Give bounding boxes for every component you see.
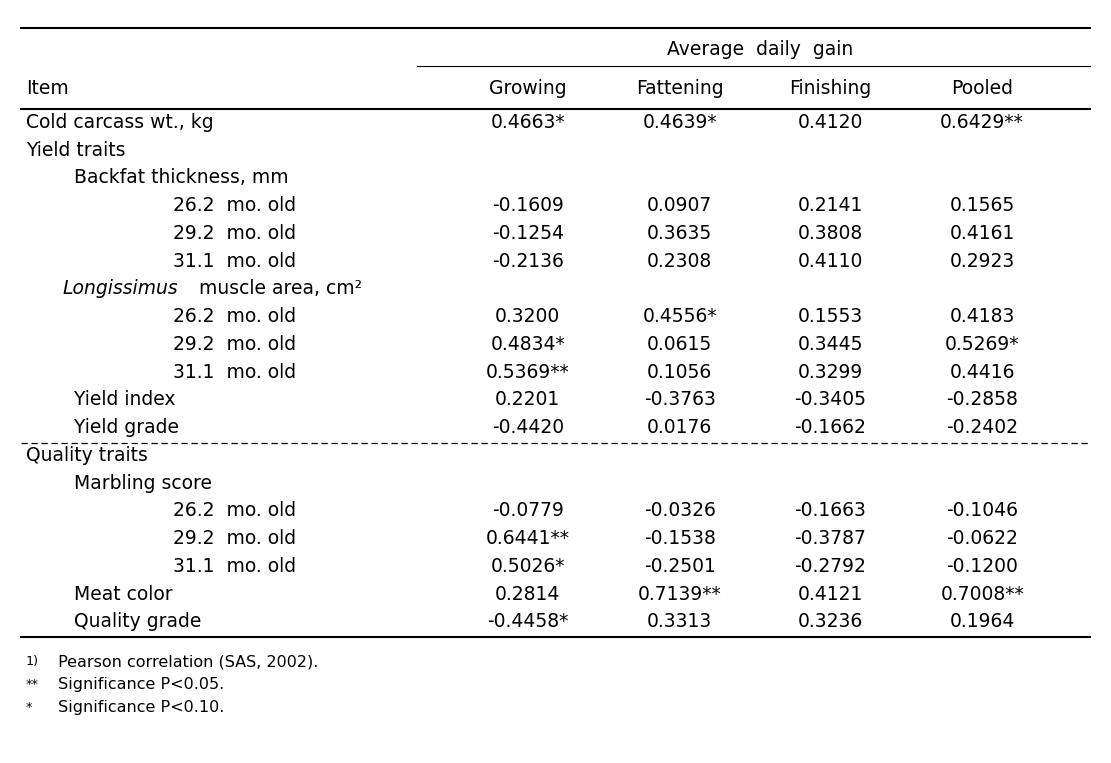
Text: -0.3787: -0.3787 <box>794 530 867 548</box>
Text: 29.2  mo. old: 29.2 mo. old <box>173 224 297 243</box>
Text: -0.0326: -0.0326 <box>643 501 715 520</box>
Text: 31.1  mo. old: 31.1 mo. old <box>173 362 297 382</box>
Text: *: * <box>26 700 32 713</box>
Text: 0.4556*: 0.4556* <box>642 307 717 327</box>
Text: 31.1  mo. old: 31.1 mo. old <box>173 252 297 271</box>
Text: 0.4110: 0.4110 <box>798 252 863 271</box>
Text: -0.1254: -0.1254 <box>492 224 563 243</box>
Text: Backfat thickness, mm: Backfat thickness, mm <box>62 169 289 188</box>
Text: 0.4161: 0.4161 <box>950 224 1014 243</box>
Text: Item: Item <box>26 79 69 98</box>
Text: -0.1046: -0.1046 <box>947 501 1018 520</box>
Text: 0.3445: 0.3445 <box>798 335 863 354</box>
Text: 0.7139**: 0.7139** <box>638 584 721 604</box>
Text: 26.2  mo. old: 26.2 mo. old <box>173 307 297 327</box>
Text: -0.2792: -0.2792 <box>794 557 867 576</box>
Text: -0.2858: -0.2858 <box>947 391 1018 410</box>
Text: Pooled: Pooled <box>951 79 1013 98</box>
Text: Marbling score: Marbling score <box>62 474 212 493</box>
Text: -0.1200: -0.1200 <box>947 557 1018 576</box>
Text: Significance P<0.10.: Significance P<0.10. <box>53 700 224 715</box>
Text: 29.2  mo. old: 29.2 mo. old <box>173 335 297 354</box>
Text: 0.1056: 0.1056 <box>647 362 712 382</box>
Text: 0.4183: 0.4183 <box>950 307 1014 327</box>
Text: 0.4121: 0.4121 <box>798 584 863 604</box>
Text: -0.3763: -0.3763 <box>643 391 715 410</box>
Text: -0.0622: -0.0622 <box>947 530 1018 548</box>
Text: 29.2  mo. old: 29.2 mo. old <box>173 530 297 548</box>
Text: 0.4834*: 0.4834* <box>490 335 565 354</box>
Text: 0.3236: 0.3236 <box>798 613 863 632</box>
Text: 0.4120: 0.4120 <box>798 113 863 132</box>
Text: -0.0779: -0.0779 <box>492 501 563 520</box>
Text: Significance P<0.05.: Significance P<0.05. <box>53 677 224 692</box>
Text: 0.4639*: 0.4639* <box>642 113 717 132</box>
Text: -0.1663: -0.1663 <box>794 501 867 520</box>
Text: Fattening: Fattening <box>635 79 723 98</box>
Text: -0.1662: -0.1662 <box>794 418 867 437</box>
Text: 0.3635: 0.3635 <box>647 224 712 243</box>
Text: 0.2308: 0.2308 <box>647 252 712 271</box>
Text: 0.5269*: 0.5269* <box>945 335 1020 354</box>
Text: -0.2501: -0.2501 <box>643 557 715 576</box>
Text: 0.6429**: 0.6429** <box>940 113 1024 132</box>
Text: Yield grade: Yield grade <box>62 418 179 437</box>
Text: Growing: Growing <box>489 79 567 98</box>
Text: -0.2136: -0.2136 <box>492 252 563 271</box>
Text: 26.2  mo. old: 26.2 mo. old <box>173 501 297 520</box>
Text: 0.0907: 0.0907 <box>647 196 712 215</box>
Text: -0.1609: -0.1609 <box>492 196 563 215</box>
Text: -0.4420: -0.4420 <box>492 418 564 437</box>
Text: 0.4663*: 0.4663* <box>490 113 565 132</box>
Text: 0.6441**: 0.6441** <box>486 530 570 548</box>
Text: 0.2814: 0.2814 <box>496 584 560 604</box>
Text: Longissimus: Longissimus <box>62 279 178 298</box>
Text: 0.1565: 0.1565 <box>950 196 1014 215</box>
Text: 0.2141: 0.2141 <box>798 196 863 215</box>
Text: 0.5369**: 0.5369** <box>486 362 570 382</box>
Text: 1): 1) <box>26 655 39 668</box>
Text: 0.1553: 0.1553 <box>798 307 863 327</box>
Text: -0.3405: -0.3405 <box>794 391 867 410</box>
Text: Average  daily  gain: Average daily gain <box>668 40 853 59</box>
Text: 0.3808: 0.3808 <box>798 224 863 243</box>
Text: -0.4458*: -0.4458* <box>487 613 569 632</box>
Text: Quality traits: Quality traits <box>26 446 148 465</box>
Text: Finishing: Finishing <box>789 79 871 98</box>
Text: 0.4416: 0.4416 <box>950 362 1015 382</box>
Text: 0.1964: 0.1964 <box>950 613 1014 632</box>
Text: 0.7008**: 0.7008** <box>940 584 1024 604</box>
Text: 0.2201: 0.2201 <box>496 391 560 410</box>
Text: 0.5026*: 0.5026* <box>491 557 565 576</box>
Text: -0.2402: -0.2402 <box>947 418 1018 437</box>
Text: Yield index: Yield index <box>62 391 176 410</box>
Text: 0.0176: 0.0176 <box>647 418 712 437</box>
Text: 31.1  mo. old: 31.1 mo. old <box>173 557 297 576</box>
Text: Cold carcass wt., kg: Cold carcass wt., kg <box>26 113 213 132</box>
Text: 0.3313: 0.3313 <box>647 613 712 632</box>
Text: Meat color: Meat color <box>62 584 173 604</box>
Text: -0.1538: -0.1538 <box>643 530 715 548</box>
Text: Quality grade: Quality grade <box>62 613 202 632</box>
Text: Yield traits: Yield traits <box>26 140 126 159</box>
Text: 0.0615: 0.0615 <box>647 335 712 354</box>
Text: Pearson correlation (SAS, 2002).: Pearson correlation (SAS, 2002). <box>53 654 319 669</box>
Text: muscle area, cm²: muscle area, cm² <box>193 279 362 298</box>
Text: 0.3299: 0.3299 <box>798 362 863 382</box>
Text: 26.2  mo. old: 26.2 mo. old <box>173 196 297 215</box>
Text: 0.2923: 0.2923 <box>950 252 1014 271</box>
Text: **: ** <box>26 678 39 691</box>
Text: 0.3200: 0.3200 <box>496 307 560 327</box>
